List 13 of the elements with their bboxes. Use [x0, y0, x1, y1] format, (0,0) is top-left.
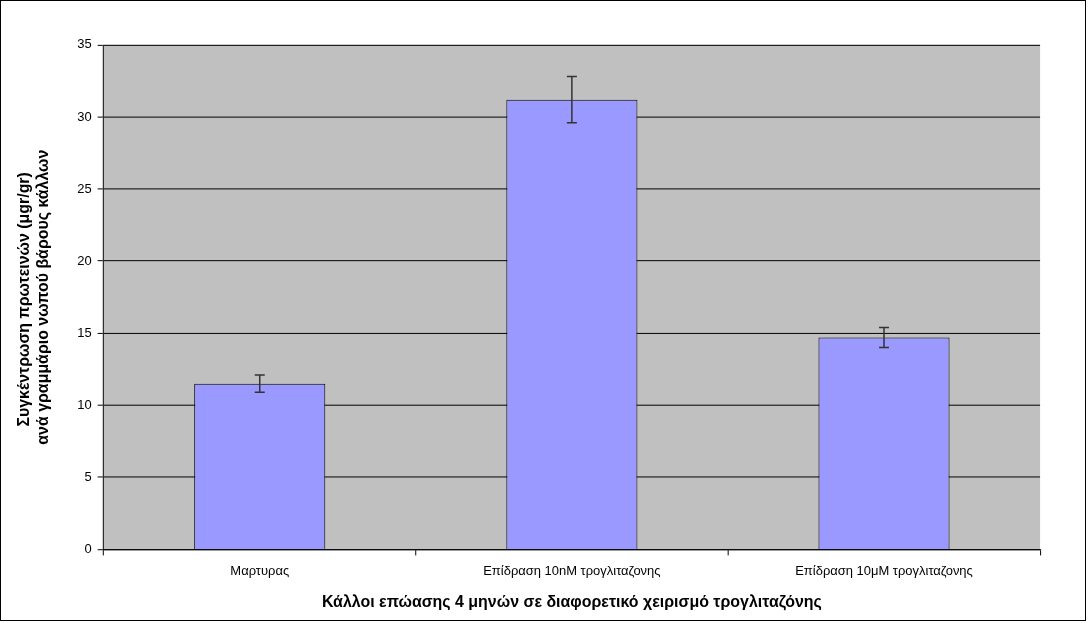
y-axis-title: Συγκέντρωση πρωτεινών (μgr/gr) ανά γραμμάριο νωπού βάρους κάλλων: [14, 149, 53, 445]
y-tick-label: 15: [77, 324, 92, 340]
x-tick-label: Μαρτυρας: [230, 562, 290, 578]
y-tick-label: 0: [84, 541, 92, 556]
y-tick-label: 30: [77, 108, 92, 124]
x-tick-label: Επίδραση 10nM τρογλιταζονης: [483, 562, 661, 578]
y-tick-label: 35: [77, 36, 92, 52]
y-tick-label: 10: [77, 396, 92, 412]
y-tick-label: 5: [84, 468, 92, 484]
x-tick-label: Επίδραση 10μΜ τρογλιταζονης: [795, 562, 973, 578]
y-tick-label: 25: [77, 180, 92, 196]
y-tick-label: 20: [77, 252, 92, 268]
x-axis-title: Κάλλοι επώασης 4 μηνών σε διαφορετικό χειρισμό τρογλιταζόνης: [321, 592, 822, 611]
